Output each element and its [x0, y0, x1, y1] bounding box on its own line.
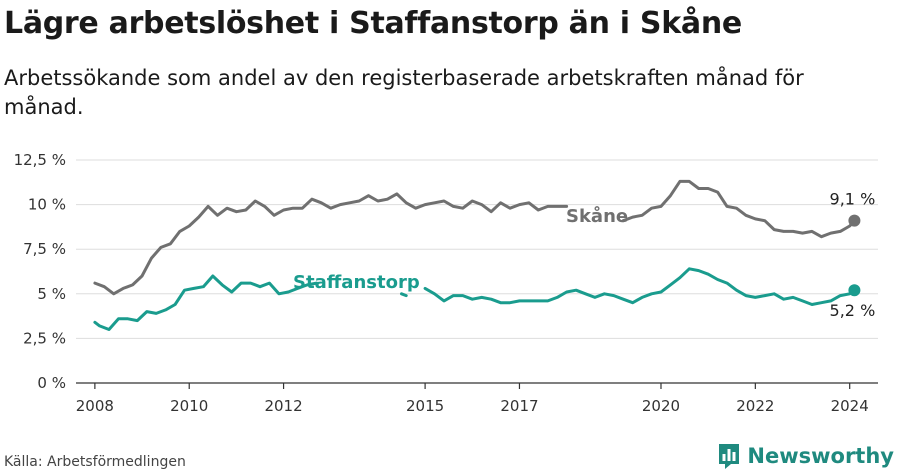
- line-chart: 0 % 2,5 % 5 % 7,5 % 10 % 12,5 % 2008 2010 2012 20…: [14, 151, 878, 415]
- y-tick-label: 2,5 %: [23, 329, 66, 347]
- x-tick-label: 2010: [170, 397, 208, 415]
- y-tick-label: 10 %: [28, 196, 66, 214]
- x-tick-label: 2022: [736, 397, 774, 415]
- end-point-skane: [848, 214, 861, 227]
- series-line-staffanstorp: [423, 267, 856, 306]
- source-note: Källa: Arbetsförmedlingen: [4, 454, 186, 470]
- series-line-staffanstorp: [93, 274, 319, 331]
- x-tick-label: 2008: [76, 397, 114, 415]
- end-value-label: 5,2 %: [830, 301, 876, 320]
- end-value-label: 9,1 %: [830, 190, 876, 209]
- chart-subtitle: Arbetssökande som andel av den registerb…: [4, 66, 804, 119]
- x-tick-label: 2012: [264, 397, 302, 415]
- y-tick-label: 5 %: [37, 285, 66, 303]
- newsworthy-logo-icon: [719, 444, 740, 469]
- y-tick-label: 12,5 %: [14, 151, 66, 169]
- series-line-skane: [93, 192, 569, 296]
- x-tick-label: 2020: [642, 397, 680, 415]
- end-point-staffanstorp: [848, 284, 861, 297]
- chart-title: Lägre arbetslöshet i Staffanstorp än i S…: [4, 6, 742, 41]
- x-tick-label: 2015: [406, 397, 444, 415]
- x-tick-label: 2024: [831, 397, 869, 415]
- series-label-staffanstorp: Staffanstorp: [293, 272, 420, 293]
- y-tick-label: 7,5 %: [23, 240, 66, 258]
- y-tick-label: 0 %: [37, 374, 66, 392]
- series-line-staffanstorp: [400, 292, 408, 298]
- brand-name: Newsworthy: [747, 444, 894, 468]
- brand-logo: Newsworthy: [717, 442, 894, 470]
- x-tick-label: 2017: [500, 397, 538, 415]
- series-line-skane: [621, 179, 856, 239]
- series-label-skane: Skåne: [566, 205, 628, 227]
